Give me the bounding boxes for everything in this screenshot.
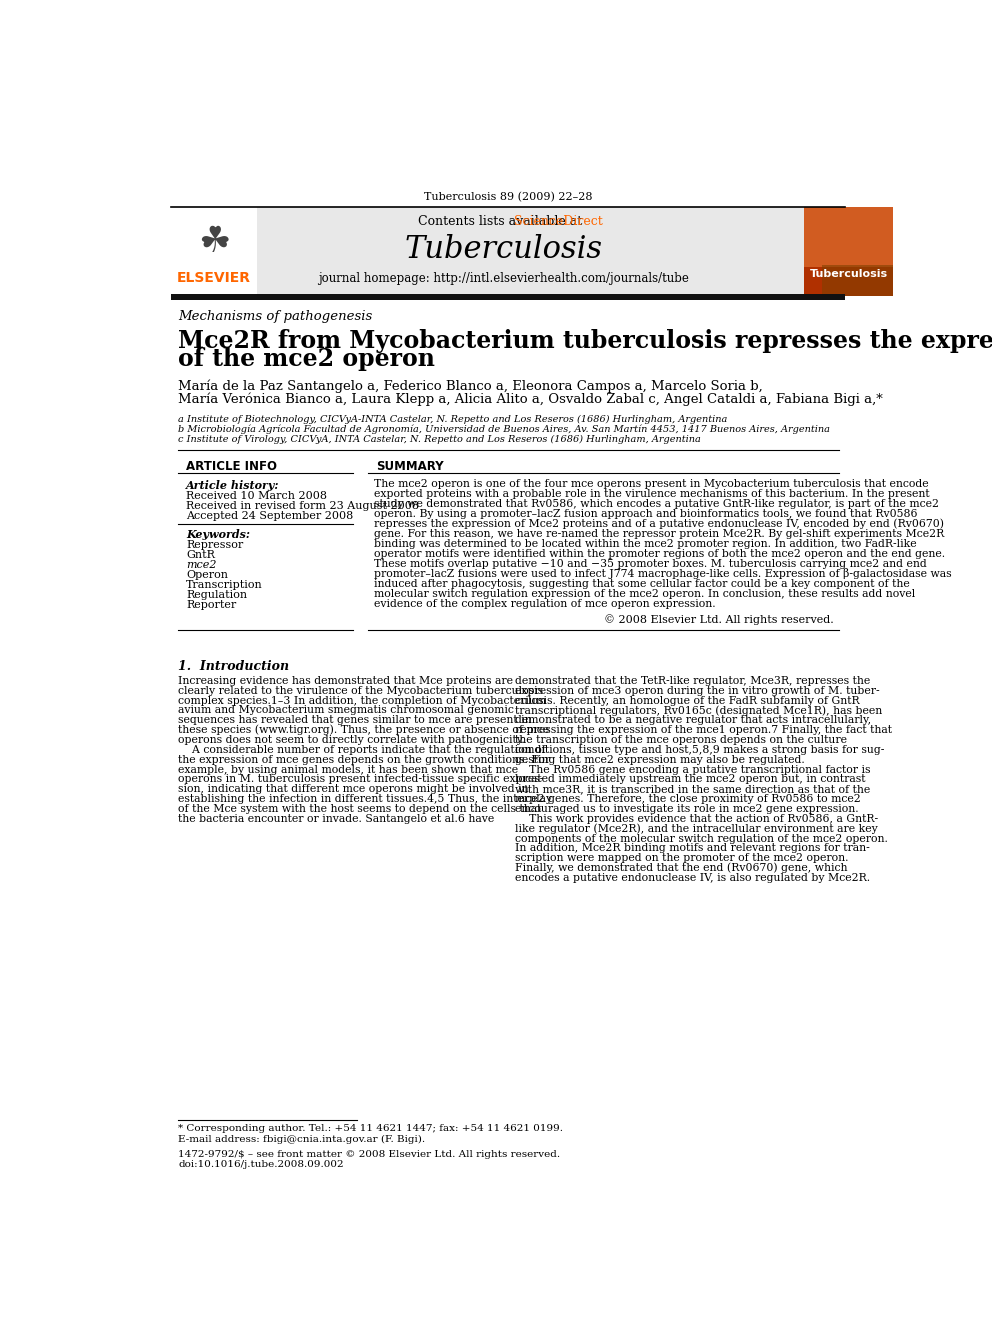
Text: components of the molecular switch regulation of the mce2 operon.: components of the molecular switch regul… (516, 833, 888, 844)
Text: Article history:: Article history: (186, 480, 280, 491)
Text: ☘: ☘ (197, 225, 230, 259)
Text: of the mce2 operon: of the mce2 operon (179, 347, 435, 370)
Text: these species (www.tigr.org). Thus, the presence or absence of mce: these species (www.tigr.org). Thus, the … (179, 725, 550, 736)
Bar (171, 208, 845, 296)
Text: sion, indicating that different mce operons might be involved in: sion, indicating that different mce oper… (179, 785, 529, 794)
Text: conditions, tissue type and host,5,8,9 makes a strong basis for sug-: conditions, tissue type and host,5,8,9 m… (516, 745, 885, 755)
Text: gesting that mce2 expression may also be regulated.: gesting that mce2 expression may also be… (516, 754, 806, 765)
Text: Tuberculosis: Tuberculosis (405, 234, 603, 265)
Text: b Microbiología Agrícola Facultad de Agronomía, Universidad de Buenos Aires, Av.: b Microbiología Agrícola Facultad de Agr… (179, 425, 830, 434)
Text: Received 10 March 2008: Received 10 March 2008 (186, 491, 327, 501)
Bar (171, 208, 257, 296)
Text: exported proteins with a probable role in the virulence mechanisms of this bacte: exported proteins with a probable role i… (374, 488, 930, 499)
Text: binding was determined to be located within the mce2 promoter region. In additio: binding was determined to be located wit… (374, 538, 917, 549)
Text: complex species.1–3 In addition, the completion of Mycobacterium: complex species.1–3 In addition, the com… (179, 696, 547, 705)
Text: Contents lists available at: Contents lists available at (418, 216, 590, 229)
Text: encodes a putative endonuclease IV, is also regulated by Mce2R.: encodes a putative endonuclease IV, is a… (516, 873, 871, 882)
Text: clearly related to the virulence of the Mycobacterium tuberculosis: clearly related to the virulence of the … (179, 685, 544, 696)
Text: promoter–lacZ fusions were used to infect J774 macrophage-like cells. Expression: promoter–lacZ fusions were used to infec… (374, 569, 951, 579)
Text: evidence of the complex regulation of mce operon expression.: evidence of the complex regulation of mc… (374, 599, 715, 609)
Text: gene. For this reason, we have re-named the repressor protein Mce2R. By gel-shif: gene. For this reason, we have re-named … (374, 529, 943, 538)
Text: Tuberculosis: Tuberculosis (809, 270, 888, 279)
Bar (821, 265, 893, 296)
Text: expression of mce3 operon during the in vitro growth of M. tuber-: expression of mce3 operon during the in … (516, 685, 880, 696)
Text: Increasing evidence has demonstrated that Mce proteins are: Increasing evidence has demonstrated tha… (179, 676, 513, 685)
Text: Tuberculosis 89 (2009) 22–28: Tuberculosis 89 (2009) 22–28 (425, 192, 592, 202)
Text: example, by using animal models, it has been shown that mce: example, by using animal models, it has … (179, 765, 519, 774)
Text: This work provides evidence that the action of Rv0586, a GntR-: This work provides evidence that the act… (516, 814, 879, 824)
Text: Transcription: Transcription (186, 581, 263, 590)
Text: Repressor: Repressor (186, 540, 243, 550)
Bar (805, 208, 893, 296)
Text: 1.  Introduction: 1. Introduction (179, 660, 290, 673)
Text: ARTICLE INFO: ARTICLE INFO (186, 460, 277, 474)
Text: demonstrated that the TetR-like regulator, Mce3R, represses the: demonstrated that the TetR-like regulato… (516, 676, 871, 685)
Text: a Institute of Biotechnology, CICVyA-INTA Castelar, N. Repetto and Los Reseros (: a Institute of Biotechnology, CICVyA-INT… (179, 414, 727, 423)
Text: molecular switch regulation expression of the mce2 operon. In conclusion, these : molecular switch regulation expression o… (374, 589, 915, 599)
Text: operons in M. tuberculosis present infected-tissue specific expres-: operons in M. tuberculosis present infec… (179, 774, 544, 785)
Text: María Verónica Bianco a, Laura Klepp a, Alicia Alito a, Osvaldo Zabal c, Angel C: María Verónica Bianco a, Laura Klepp a, … (179, 392, 883, 406)
Text: the expression of mce genes depends on the growth conditions. For: the expression of mce genes depends on t… (179, 754, 551, 765)
Text: These motifs overlap putative −10 and −35 promoter boxes. M. tuberculosis carryi: These motifs overlap putative −10 and −3… (374, 558, 927, 569)
Text: establishing the infection in different tissues.4,5 Thus, the interplay: establishing the infection in different … (179, 794, 553, 804)
Text: Accepted 24 September 2008: Accepted 24 September 2008 (186, 511, 353, 521)
Text: * Corresponding author. Tel.: +54 11 4621 1447; fax: +54 11 4621 0199.: * Corresponding author. Tel.: +54 11 462… (179, 1125, 563, 1134)
Text: doi:10.1016/j.tube.2008.09.002: doi:10.1016/j.tube.2008.09.002 (179, 1160, 344, 1170)
Text: 1472-9792/$ – see front matter © 2008 Elsevier Ltd. All rights reserved.: 1472-9792/$ – see front matter © 2008 El… (179, 1150, 560, 1159)
Text: operon. By using a promoter–lacZ fusion approach and bioinformatics tools, we fo: operon. By using a promoter–lacZ fusion … (374, 509, 917, 519)
Text: ScienceDirect: ScienceDirect (514, 216, 602, 229)
Text: SUMMARY: SUMMARY (376, 460, 443, 474)
Text: E-mail address: fbigi@cnia.inta.gov.ar (F. Bigi).: E-mail address: fbigi@cnia.inta.gov.ar (… (179, 1134, 426, 1143)
Text: Reporter: Reporter (186, 601, 236, 610)
Text: GntR: GntR (186, 550, 215, 561)
Text: study we demonstrated that Rv0586, which encodes a putative GntR-like regulator,: study we demonstrated that Rv0586, which… (374, 499, 938, 509)
Text: culosis. Recently, an homologue of the FadR subfamily of GntR: culosis. Recently, an homologue of the F… (516, 696, 860, 705)
Text: The mce2 operon is one of the four mce operons present in Mycobacterium tubercul: The mce2 operon is one of the four mce o… (374, 479, 929, 488)
Text: The Rv0586 gene encoding a putative transcriptional factor is: The Rv0586 gene encoding a putative tran… (516, 765, 871, 774)
Text: operons does not seem to directly correlate with pathogenicity.: operons does not seem to directly correl… (179, 736, 525, 745)
Bar (171, 294, 845, 300)
Text: mce2: mce2 (186, 561, 216, 570)
Text: like regulator (Mce2R), and the intracellular environment are key: like regulator (Mce2R), and the intracel… (516, 823, 878, 833)
Text: encouraged us to investigate its role in mce2 gene expression.: encouraged us to investigate its role in… (516, 804, 859, 814)
Text: scription were mapped on the promoter of the mce2 operon.: scription were mapped on the promoter of… (516, 853, 849, 863)
Text: avium and Mycobacterium smegmatis chromosomal genomic: avium and Mycobacterium smegmatis chromo… (179, 705, 514, 716)
Text: María de la Paz Santangelo a, Federico Blanco a, Eleonora Campos a, Marcelo Sori: María de la Paz Santangelo a, Federico B… (179, 380, 763, 393)
Text: c Institute of Virology, CICVyA, INTA Castelar, N. Repetto and Los Reseros (1686: c Institute of Virology, CICVyA, INTA Ca… (179, 434, 701, 443)
Text: journal homepage: http://intl.elsevierhealth.com/journals/tube: journal homepage: http://intl.elsevierhe… (318, 271, 689, 284)
Text: mce2 genes. Therefore, the close proximity of Rv0586 to mce2: mce2 genes. Therefore, the close proximi… (516, 794, 861, 804)
Text: In addition, Mce2R binding motifs and relevant regions for tran-: In addition, Mce2R binding motifs and re… (516, 843, 870, 853)
Text: of the Mce system with the host seems to depend on the cells that: of the Mce system with the host seems to… (179, 804, 542, 814)
Text: Finally, we demonstrated that the end (Rv0670) gene, which: Finally, we demonstrated that the end (R… (516, 863, 848, 873)
Text: sequences has revealed that genes similar to mce are present in: sequences has revealed that genes simila… (179, 716, 532, 725)
Text: Mechanisms of pathogenesis: Mechanisms of pathogenesis (179, 310, 373, 323)
Text: with mce3R, it is transcribed in the same direction as that of the: with mce3R, it is transcribed in the sam… (516, 785, 871, 794)
Text: ELSEVIER: ELSEVIER (177, 271, 251, 286)
Text: Received in revised form 23 August 2008: Received in revised form 23 August 2008 (186, 501, 419, 511)
Text: Mce2R from Mycobacterium tuberculosis represses the expression: Mce2R from Mycobacterium tuberculosis re… (179, 329, 992, 353)
Bar (805, 208, 893, 266)
Text: induced after phagocytosis, suggesting that some cellular factor could be a key : induced after phagocytosis, suggesting t… (374, 578, 910, 589)
Text: operator motifs were identified within the promoter regions of both the mce2 ope: operator motifs were identified within t… (374, 549, 944, 558)
Text: Regulation: Regulation (186, 590, 247, 601)
Text: Keywords:: Keywords: (186, 529, 250, 540)
Text: repressing the expression of the mce1 operon.7 Finally, the fact that: repressing the expression of the mce1 op… (516, 725, 893, 736)
Text: demonstrated to be a negative regulator that acts intracellularly,: demonstrated to be a negative regulator … (516, 716, 872, 725)
Text: A considerable number of reports indicate that the regulation of: A considerable number of reports indicat… (179, 745, 547, 755)
Text: represses the expression of Mce2 proteins and of a putative endonuclease IV, enc: represses the expression of Mce2 protein… (374, 519, 943, 529)
Text: Operon: Operon (186, 570, 228, 581)
Text: the transcription of the mce operons depends on the culture: the transcription of the mce operons dep… (516, 736, 847, 745)
Text: transcriptional regulators, Rv0165c (designated Mce1R), has been: transcriptional regulators, Rv0165c (des… (516, 705, 883, 716)
Text: the bacteria encounter or invade. Santangelo et al.6 have: the bacteria encounter or invade. Santan… (179, 814, 494, 824)
Text: © 2008 Elsevier Ltd. All rights reserved.: © 2008 Elsevier Ltd. All rights reserved… (604, 614, 834, 624)
Text: located immediately upstream the mce2 operon but, in contrast: located immediately upstream the mce2 op… (516, 774, 866, 785)
